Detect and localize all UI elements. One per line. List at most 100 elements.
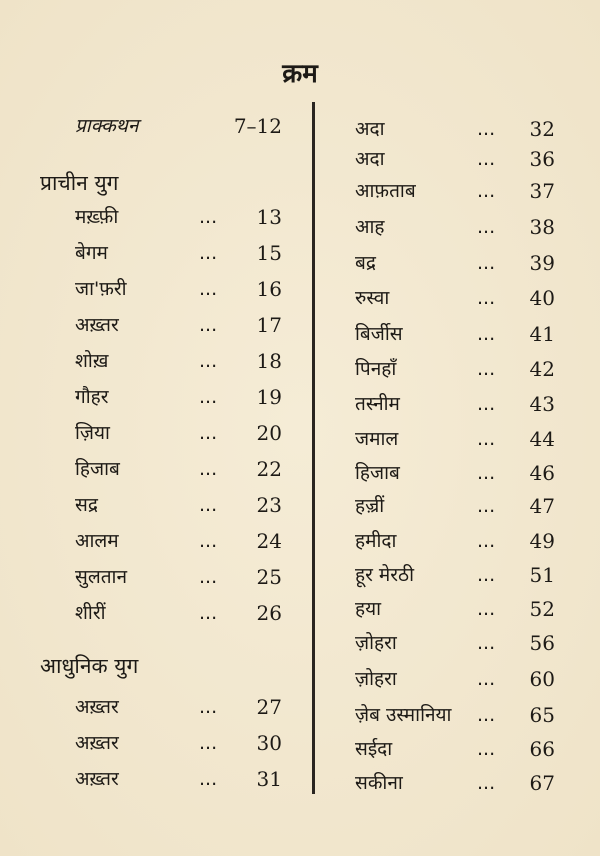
entry-page: 37: [529, 179, 555, 203]
leader-dots: ...: [477, 287, 496, 309]
entry-name: ज़ोहरा: [355, 632, 397, 654]
leader-dots: ...: [199, 494, 218, 516]
entry-name: आलम: [75, 530, 119, 552]
entry-name: सईदा: [355, 738, 393, 760]
entry-name: सकीना: [355, 772, 403, 794]
toc-entry: तस्नीम... 43: [355, 389, 555, 419]
toc-entry: अख़्तर... 30: [75, 728, 282, 758]
toc-entry: आह... 38: [355, 212, 555, 242]
entry-name: रुस्वा: [355, 287, 390, 309]
toc-entry: अदा... 32: [355, 114, 555, 144]
entry-page: 32: [529, 117, 555, 141]
leader-dots: ...: [199, 314, 218, 336]
toc-entry: शीरीं... 26: [75, 598, 282, 628]
leader-dots: ...: [199, 602, 218, 624]
entry-name: हूर मेरठी: [355, 564, 414, 586]
entry-page: 7–12: [233, 114, 282, 138]
entry-page: 41: [529, 322, 555, 346]
entry-name: हमीदा: [355, 530, 397, 552]
entry-name: हिजाब: [355, 462, 400, 484]
toc-entry: सकीना... 67: [355, 768, 555, 798]
toc-entry: हिजाब... 22: [75, 454, 282, 484]
entry-name: हया: [355, 598, 382, 620]
toc-entry: मख़्फ़ी... 13: [75, 202, 282, 232]
entry-page: 26: [256, 601, 282, 625]
entry-page: 22: [256, 457, 282, 481]
leader-dots: ...: [477, 148, 496, 170]
entry-name: गौहर: [75, 386, 109, 408]
page-title: क्रम: [282, 59, 318, 89]
section-heading: प्राचीन युग: [40, 171, 119, 195]
entry-page: 23: [256, 493, 282, 517]
entry-page: 67: [529, 771, 555, 795]
entry-page: 44: [529, 427, 555, 451]
leader-dots: ...: [477, 564, 496, 586]
leader-dots: ...: [199, 458, 218, 480]
entry-page: 19: [256, 385, 282, 409]
entry-page: 18: [256, 349, 282, 373]
entry-page: 51: [529, 563, 555, 587]
entry-page: 47: [529, 494, 555, 518]
toc-entry: ज़िया... 20: [75, 418, 282, 448]
leader-dots: ...: [477, 428, 496, 450]
leader-dots: ...: [199, 696, 218, 718]
entry-name: पिनहाँ: [355, 358, 397, 380]
leader-dots: ...: [199, 386, 218, 408]
leader-dots: ...: [477, 358, 496, 380]
toc-entry: ज़ोहरा... 60: [355, 664, 555, 694]
leader-dots: ...: [477, 323, 496, 345]
entry-name: ज़िया: [75, 422, 110, 444]
leader-dots: ...: [477, 598, 496, 620]
entry-name: अदा: [355, 148, 385, 170]
column-divider: [312, 102, 315, 794]
entry-page: 40: [529, 286, 555, 310]
entry-page: 31: [256, 767, 282, 791]
entry-name: मख़्फ़ी: [75, 206, 119, 228]
entry-name: जमाल: [355, 428, 399, 450]
entry-name: अदा: [355, 118, 385, 140]
toc-entry: जा'फ़री... 16: [75, 274, 282, 304]
leader-dots: ...: [477, 118, 496, 140]
leader-dots: ...: [199, 242, 218, 264]
toc-entry: रुस्वा... 40: [355, 283, 555, 313]
leader-dots: ...: [199, 350, 218, 372]
leader-dots: ...: [477, 252, 496, 274]
toc-entry: बेगम... 15: [75, 238, 282, 268]
section-heading: आधुनिक युग: [40, 654, 139, 678]
toc-entry: बिर्जीस... 41: [355, 319, 555, 349]
entry-page: 42: [529, 357, 555, 381]
leader-dots: ...: [199, 278, 218, 300]
leader-dots: ...: [477, 216, 496, 238]
entry-page: 60: [529, 667, 555, 691]
leader-dots: ...: [477, 738, 496, 760]
preface-entry: प्राक्कथन 7–12: [75, 111, 282, 141]
entry-name: ज़ेब उस्मानिया: [355, 704, 452, 726]
entry-page: 49: [529, 529, 555, 553]
leader-dots: ...: [477, 772, 496, 794]
entry-page: 46: [529, 461, 555, 485]
entry-name: शीरीं: [75, 602, 106, 624]
entry-name: आह: [355, 216, 385, 238]
entry-name: हज़्रीं: [355, 495, 385, 517]
entry-name: अख़्तर: [75, 732, 119, 754]
entry-name: बेगम: [75, 242, 108, 264]
entry-name: अख़्तर: [75, 696, 119, 718]
entry-name: बिर्जीस: [355, 323, 403, 345]
toc-entry: बद्र... 39: [355, 248, 555, 278]
entry-page: 16: [256, 277, 282, 301]
toc-entry: हया... 52: [355, 594, 555, 624]
entry-page: 65: [529, 703, 555, 727]
leader-dots: ...: [199, 206, 218, 228]
entry-page: 20: [256, 421, 282, 445]
toc-entry: गौहर... 19: [75, 382, 282, 412]
leader-dots: ...: [477, 180, 496, 202]
entry-page: 15: [256, 241, 282, 265]
toc-entry: अख़्तर... 27: [75, 692, 282, 722]
entry-page: 24: [256, 529, 282, 553]
leader-dots: ...: [477, 704, 496, 726]
toc-entry: हूर मेरठी... 51: [355, 560, 555, 590]
leader-dots: ...: [477, 668, 496, 690]
leader-dots: ...: [477, 462, 496, 484]
leader-dots: ...: [199, 732, 218, 754]
toc-entry: सद्र... 23: [75, 490, 282, 520]
